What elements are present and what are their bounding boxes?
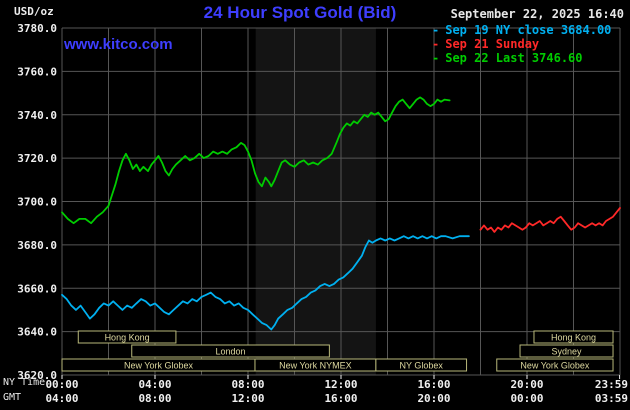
session-box (533, 330, 614, 344)
x-tick-label-gmt: 04:00 (45, 392, 78, 405)
session-label: New York NYMEX (279, 361, 352, 371)
gmt-axis-label: GMT (3, 392, 22, 403)
series-line-sep19 (61, 235, 470, 331)
x-tick-label-ny: 12:00 (324, 378, 357, 391)
series-line-sep22 (61, 96, 451, 225)
legend-item-sep21: - Sep 21 Sunday (432, 37, 611, 51)
session-box (496, 358, 614, 372)
legend-label: Sep 22 Last 3746.60 (445, 51, 583, 65)
legend-line-sample-icon: - (432, 23, 440, 37)
y-tick-label: 3780.0 (17, 22, 57, 35)
legend-label: Sep 19 NY close 3684.00 (445, 23, 612, 37)
x-tick-label-gmt: 16:00 (324, 392, 357, 405)
session-label: Hong Kong (105, 333, 150, 343)
x-tick-label-gmt: 12:00 (231, 392, 264, 405)
session-box (375, 358, 468, 372)
session-label: London (216, 347, 246, 357)
x-tick-label-gmt: 03:59 (595, 392, 628, 405)
x-tick-label-gmt: 08:00 (138, 392, 171, 405)
y-tick-label: 3620.0 (17, 369, 57, 382)
session-box (77, 330, 177, 344)
unit-label: USD/oz (14, 5, 54, 18)
page-title: 24 Hour Spot Gold (Bid) (203, 3, 397, 22)
legend-item-sep22: - Sep 22 Last 3746.60 (432, 51, 611, 65)
legend-item-sep19: - Sep 19 NY close 3684.00 (432, 23, 611, 37)
x-tick-label-gmt: 20:00 (417, 392, 450, 405)
y-tick-label: 3760.0 (17, 65, 57, 78)
legend: - Sep 19 NY close 3684.00 - Sep 21 Sunday … (432, 23, 611, 65)
session-label: New York Globex (520, 361, 590, 371)
x-tick-label-ny: 20:00 (510, 378, 543, 391)
legend-line-sample-icon: - (432, 37, 440, 51)
y-tick-label: 3680.0 (17, 239, 57, 252)
session-label: New York Globex (124, 361, 194, 371)
session-label: NY Globex (400, 361, 444, 371)
x-tick-label-ny: 00:00 (45, 378, 78, 391)
session-label: Hong Kong (551, 333, 596, 343)
kitco-website-link[interactable]: www.kitco.com (64, 36, 173, 53)
x-tick-label-ny: 23:59 (595, 378, 628, 391)
y-tick-label: 3720.0 (17, 152, 57, 165)
series-line-sep21 (479, 207, 621, 233)
x-tick-label-ny: 16:00 (417, 378, 450, 391)
y-tick-label: 3640.0 (17, 326, 57, 339)
session-box (131, 344, 330, 358)
ny-time-axis-label: NY Time (3, 377, 46, 388)
session-label: Sydney (552, 347, 583, 357)
y-tick-label: 3740.0 (17, 109, 57, 122)
legend-line-sample-icon: - (432, 51, 440, 65)
legend-label: Sep 21 Sunday (445, 37, 540, 51)
y-tick-label: 3660.0 (17, 282, 57, 295)
x-tick-label-gmt: 00:00 (510, 392, 543, 405)
session-box (519, 344, 614, 358)
x-tick-label-ny: 08:00 (231, 378, 264, 391)
x-tick-label-ny: 04:00 (138, 378, 171, 391)
datetime-label: September 22, 2025 16:40 (450, 7, 624, 21)
y-tick-label: 3700.0 (17, 196, 57, 209)
